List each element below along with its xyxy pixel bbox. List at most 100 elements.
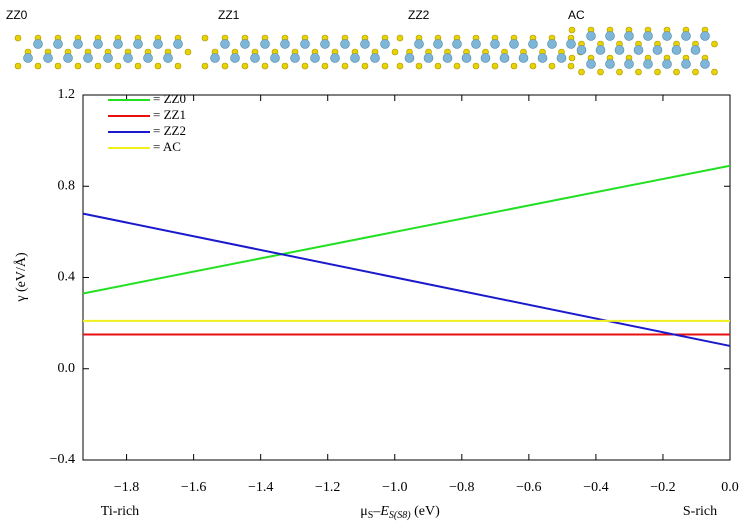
y-tick-label: −0.4 bbox=[50, 452, 75, 467]
atom bbox=[587, 32, 596, 41]
atom bbox=[302, 63, 308, 69]
atom bbox=[397, 35, 403, 41]
atom bbox=[124, 54, 133, 63]
atom bbox=[134, 40, 143, 49]
atom bbox=[135, 63, 141, 69]
atom bbox=[362, 63, 368, 69]
structure-label: ZZ2 bbox=[408, 8, 430, 22]
atom bbox=[443, 54, 452, 63]
atom bbox=[341, 40, 350, 49]
atom bbox=[712, 41, 718, 47]
legend-label: = ZZ1 bbox=[153, 107, 186, 122]
atom bbox=[682, 60, 691, 69]
atom bbox=[549, 63, 555, 69]
atom bbox=[548, 40, 557, 49]
atom bbox=[242, 63, 248, 69]
atom bbox=[530, 63, 536, 69]
atom bbox=[405, 54, 414, 63]
atom bbox=[94, 40, 103, 49]
atom bbox=[175, 63, 181, 69]
atom bbox=[636, 69, 642, 75]
atom bbox=[587, 60, 596, 69]
atom bbox=[231, 54, 240, 63]
atom bbox=[472, 40, 481, 49]
x-tick-label: 0.0 bbox=[721, 480, 739, 495]
atom bbox=[351, 54, 360, 63]
atom bbox=[712, 69, 718, 75]
atom bbox=[155, 63, 161, 69]
atom bbox=[606, 60, 615, 69]
atom bbox=[154, 40, 163, 49]
atom bbox=[473, 63, 479, 69]
atom bbox=[510, 40, 519, 49]
atom bbox=[114, 40, 123, 49]
legend-label: = AC bbox=[153, 139, 181, 154]
atom bbox=[644, 60, 653, 69]
structure-label: AC bbox=[568, 8, 585, 22]
atom bbox=[311, 54, 320, 63]
x-label-part: μ bbox=[360, 504, 368, 519]
atom bbox=[261, 40, 270, 49]
atom bbox=[538, 54, 547, 63]
atom bbox=[397, 63, 403, 69]
atom bbox=[75, 63, 81, 69]
atom bbox=[529, 40, 538, 49]
atom bbox=[282, 63, 288, 69]
atom bbox=[511, 63, 517, 69]
atom bbox=[371, 54, 380, 63]
y-tick-label: 1.2 bbox=[58, 87, 76, 102]
series-line bbox=[83, 166, 730, 294]
atom bbox=[54, 40, 63, 49]
atom bbox=[24, 54, 33, 63]
atom bbox=[625, 60, 634, 69]
atom bbox=[331, 54, 340, 63]
atom bbox=[644, 32, 653, 41]
atom bbox=[435, 63, 441, 69]
x-tick-label: −1.6 bbox=[181, 480, 206, 495]
atom bbox=[84, 54, 93, 63]
atom bbox=[569, 27, 575, 33]
legend-label: = ZZ0 bbox=[153, 91, 186, 106]
x-axis-label: μS–ES(S8) (eV) bbox=[360, 504, 440, 521]
x-label-part: S(S8) bbox=[389, 510, 411, 521]
x-tick-label: −0.8 bbox=[449, 480, 474, 495]
atom bbox=[415, 40, 424, 49]
atom bbox=[606, 32, 615, 41]
atom bbox=[577, 46, 586, 55]
atom bbox=[34, 40, 43, 49]
atom bbox=[322, 63, 328, 69]
atom bbox=[701, 32, 710, 41]
atom bbox=[569, 55, 575, 61]
atom bbox=[55, 63, 61, 69]
atom bbox=[682, 32, 691, 41]
x-tick-label: −1.0 bbox=[382, 480, 407, 495]
x-tick-label: −1.4 bbox=[248, 480, 273, 495]
x-tick-label: −0.2 bbox=[650, 480, 675, 495]
atom bbox=[634, 46, 643, 55]
atom bbox=[221, 40, 230, 49]
atom bbox=[674, 69, 680, 75]
atom bbox=[301, 40, 310, 49]
atom bbox=[416, 63, 422, 69]
atom bbox=[211, 54, 220, 63]
atom bbox=[95, 63, 101, 69]
atom bbox=[434, 40, 443, 49]
y-tick-label: 0.8 bbox=[58, 178, 76, 193]
x-tick-label: −1.2 bbox=[315, 480, 340, 495]
series-line bbox=[83, 214, 730, 346]
atom bbox=[454, 63, 460, 69]
atom bbox=[361, 40, 370, 49]
x-label-part: E bbox=[379, 504, 389, 519]
atom bbox=[115, 63, 121, 69]
atom bbox=[568, 63, 574, 69]
atom bbox=[35, 63, 41, 69]
atom bbox=[653, 46, 662, 55]
structure-images bbox=[15, 27, 718, 75]
atom bbox=[453, 40, 462, 49]
atom bbox=[492, 63, 498, 69]
atom bbox=[691, 46, 700, 55]
atom bbox=[321, 40, 330, 49]
atom bbox=[481, 54, 490, 63]
annotation: Ti-rich bbox=[101, 504, 139, 519]
atom bbox=[262, 63, 268, 69]
